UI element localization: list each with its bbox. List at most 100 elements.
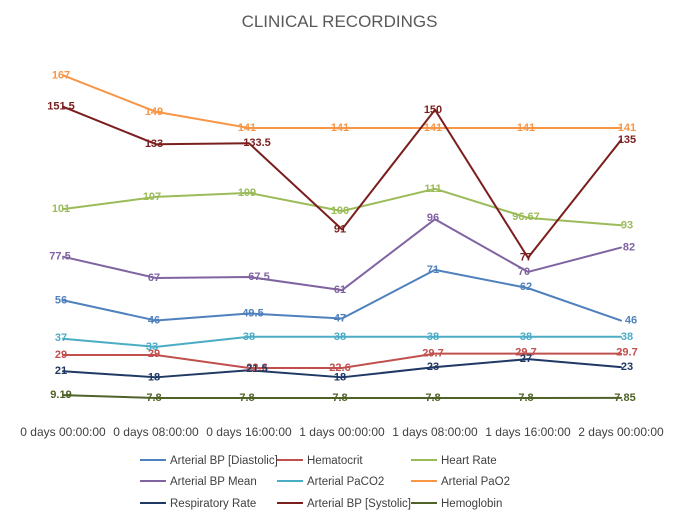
legend-item-arterial-bp-diastolic: Arterial BP [Diastolic]	[140, 455, 278, 467]
legend-label-arterial-paco2: Arterial PaCO2	[307, 476, 384, 488]
data-label-arterial-bp-mean-3: 61	[334, 284, 346, 296]
series-line-arterial-paco2	[62, 335, 622, 348]
data-label-arterial-paco2-5: 38	[520, 331, 532, 343]
data-label-heart-rate-6: 93	[621, 219, 633, 231]
data-label-hemoglobin-0: 9.19	[50, 389, 71, 401]
data-label-respiratory-rate-1: 18	[148, 371, 160, 383]
data-label-respiratory-rate-2: 21.5	[246, 363, 267, 375]
data-label-arterial-bp-systolic-4: 150	[424, 104, 442, 116]
data-labels: 56 46 49.5 47 71 62 46 29 29 22.6 22.6 29.7 29.7 29.7…	[47, 69, 637, 404]
data-label-arterial-paco2-6: 38	[621, 331, 633, 343]
data-label-hematocrit-6: 29.7	[616, 347, 637, 359]
data-label-hemoglobin-6: 7.85	[614, 392, 635, 404]
data-label-arterial-bp-diastolic-3: 47	[334, 313, 346, 325]
x-tick-label-3: 1 days 00:00:00	[299, 425, 385, 439]
data-label-arterial-paco2-3: 38	[334, 331, 346, 343]
legend-label-arterial-bp-diastolic: Arterial BP [Diastolic]	[170, 455, 278, 467]
legend: Arterial BP [Diastolic] Hematocrit Heart R…	[140, 455, 510, 510]
data-label-arterial-bp-systolic-1: 133	[145, 138, 163, 150]
data-label-arterial-bp-mean-1: 67	[148, 272, 160, 284]
data-label-hematocrit-4: 29.7	[422, 348, 443, 360]
data-label-arterial-bp-systolic-0: 151.5	[47, 101, 75, 113]
data-label-heart-rate-5: 96.67	[512, 211, 540, 223]
legend-label-heart-rate: Heart Rate	[441, 455, 497, 467]
legend-item-arterial-paco2: Arterial PaCO2	[277, 476, 384, 488]
legend-label-respiratory-rate: Respiratory Rate	[170, 498, 256, 510]
data-label-arterial-pao2-0: 167	[52, 69, 70, 81]
chart-title: CLINICAL RECORDINGS	[242, 12, 438, 31]
x-tick-label-5: 1 days 16:00:00	[485, 425, 571, 439]
data-label-heart-rate-1: 107	[143, 191, 161, 203]
data-label-arterial-bp-mean-4: 96	[427, 212, 439, 224]
series-line-arterial-bp-diastolic	[62, 268, 622, 322]
data-label-arterial-bp-diastolic-6: 46	[625, 315, 637, 327]
x-tick-label-6: 2 days 00:00:00	[578, 425, 664, 439]
data-label-arterial-pao2-5: 141	[517, 122, 535, 134]
data-label-arterial-paco2-2: 38	[243, 331, 255, 343]
data-label-arterial-pao2-2: 141	[238, 122, 256, 134]
data-label-respiratory-rate-4: 23	[427, 361, 439, 373]
data-label-arterial-bp-diastolic-0: 56	[55, 294, 67, 306]
data-label-arterial-bp-diastolic-1: 46	[148, 315, 160, 327]
data-label-arterial-paco2-4: 38	[427, 331, 439, 343]
data-label-hemoglobin-4: 7.8	[425, 392, 440, 404]
series-line-arterial-bp-mean	[62, 218, 622, 292]
legend-label-arterial-pao2: Arterial PaO2	[441, 476, 510, 488]
series-line-hematocrit	[62, 352, 622, 369]
data-label-arterial-bp-systolic-2: 133.5	[243, 137, 271, 149]
data-label-arterial-bp-systolic-3: 91	[334, 223, 346, 235]
data-label-hematocrit-5: 29.7	[515, 347, 536, 359]
data-label-arterial-bp-systolic-6: 135	[618, 134, 636, 146]
x-tick-label-0: 0 days 00:00:00	[20, 425, 106, 439]
legend-label-arterial-bp-mean: Arterial BP Mean	[170, 476, 257, 488]
data-label-arterial-paco2-0: 37	[55, 332, 67, 344]
data-label-arterial-bp-mean-0: 77.5	[49, 251, 70, 263]
legend-item-hematocrit: Hematocrit	[277, 455, 363, 467]
legend-item-hemoglobin: Hemoglobin	[411, 498, 502, 510]
legend-label-arterial-bp-systolic: Arterial BP [Systolic]	[307, 498, 411, 510]
series-lines	[62, 74, 622, 399]
data-label-respiratory-rate-3: 18	[334, 371, 346, 383]
data-label-hemoglobin-3: 7.8	[332, 392, 347, 404]
data-label-respiratory-rate-6: 23	[621, 361, 633, 373]
legend-label-hemoglobin: Hemoglobin	[441, 498, 502, 510]
data-label-respiratory-rate-0: 21	[55, 365, 67, 377]
data-label-hemoglobin-2: 7.8	[239, 392, 254, 404]
data-label-arterial-paco2-1: 33	[146, 341, 158, 353]
legend-item-arterial-pao2: Arterial PaO2	[411, 476, 510, 488]
data-label-hemoglobin-5: 7.8	[518, 392, 533, 404]
data-label-hematocrit-0: 29	[55, 349, 67, 361]
series-line-heart-rate	[62, 187, 622, 227]
data-label-arterial-pao2-4: 141	[424, 122, 442, 134]
data-label-arterial-pao2-1: 149	[145, 106, 163, 118]
data-label-arterial-bp-mean-2: 67.5	[248, 271, 269, 283]
data-label-arterial-bp-diastolic-2: 49.5	[242, 307, 263, 319]
data-label-arterial-bp-systolic-5: 77	[520, 252, 532, 264]
data-label-respiratory-rate-5: 27	[520, 353, 532, 365]
data-label-hematocrit-2: 22.6	[246, 362, 267, 374]
x-tick-label-2: 0 days 16:00:00	[206, 425, 292, 439]
data-label-arterial-bp-mean-6: 82	[623, 242, 635, 254]
data-label-heart-rate-3: 100	[331, 205, 349, 217]
data-label-heart-rate-2: 109	[238, 187, 256, 199]
legend-item-arterial-bp-systolic: Arterial BP [Systolic]	[277, 498, 411, 510]
data-label-arterial-bp-mean-5: 70	[518, 266, 530, 278]
data-label-hemoglobin-1: 7.8	[146, 392, 161, 404]
series-line-hemoglobin	[62, 394, 622, 399]
series-line-arterial-bp-systolic	[62, 105, 622, 259]
data-label-arterial-bp-diastolic-5: 62	[520, 281, 532, 293]
data-label-heart-rate-0: 101	[52, 203, 70, 215]
data-label-hematocrit-3: 22.6	[329, 362, 350, 374]
data-label-heart-rate-4: 111	[424, 183, 441, 195]
legend-label-hematocrit: Hematocrit	[307, 455, 363, 467]
data-label-arterial-pao2-3: 141	[331, 122, 349, 134]
legend-item-arterial-bp-mean: Arterial BP Mean	[140, 476, 257, 488]
x-tick-label-4: 1 days 08:00:00	[392, 425, 478, 439]
legend-item-heart-rate: Heart Rate	[411, 455, 497, 467]
legend-item-respiratory-rate: Respiratory Rate	[140, 498, 256, 510]
data-label-arterial-pao2-6: 141	[618, 122, 636, 134]
x-tick-label-1: 0 days 08:00:00	[113, 425, 199, 439]
data-label-hematocrit-1: 29	[148, 348, 160, 360]
